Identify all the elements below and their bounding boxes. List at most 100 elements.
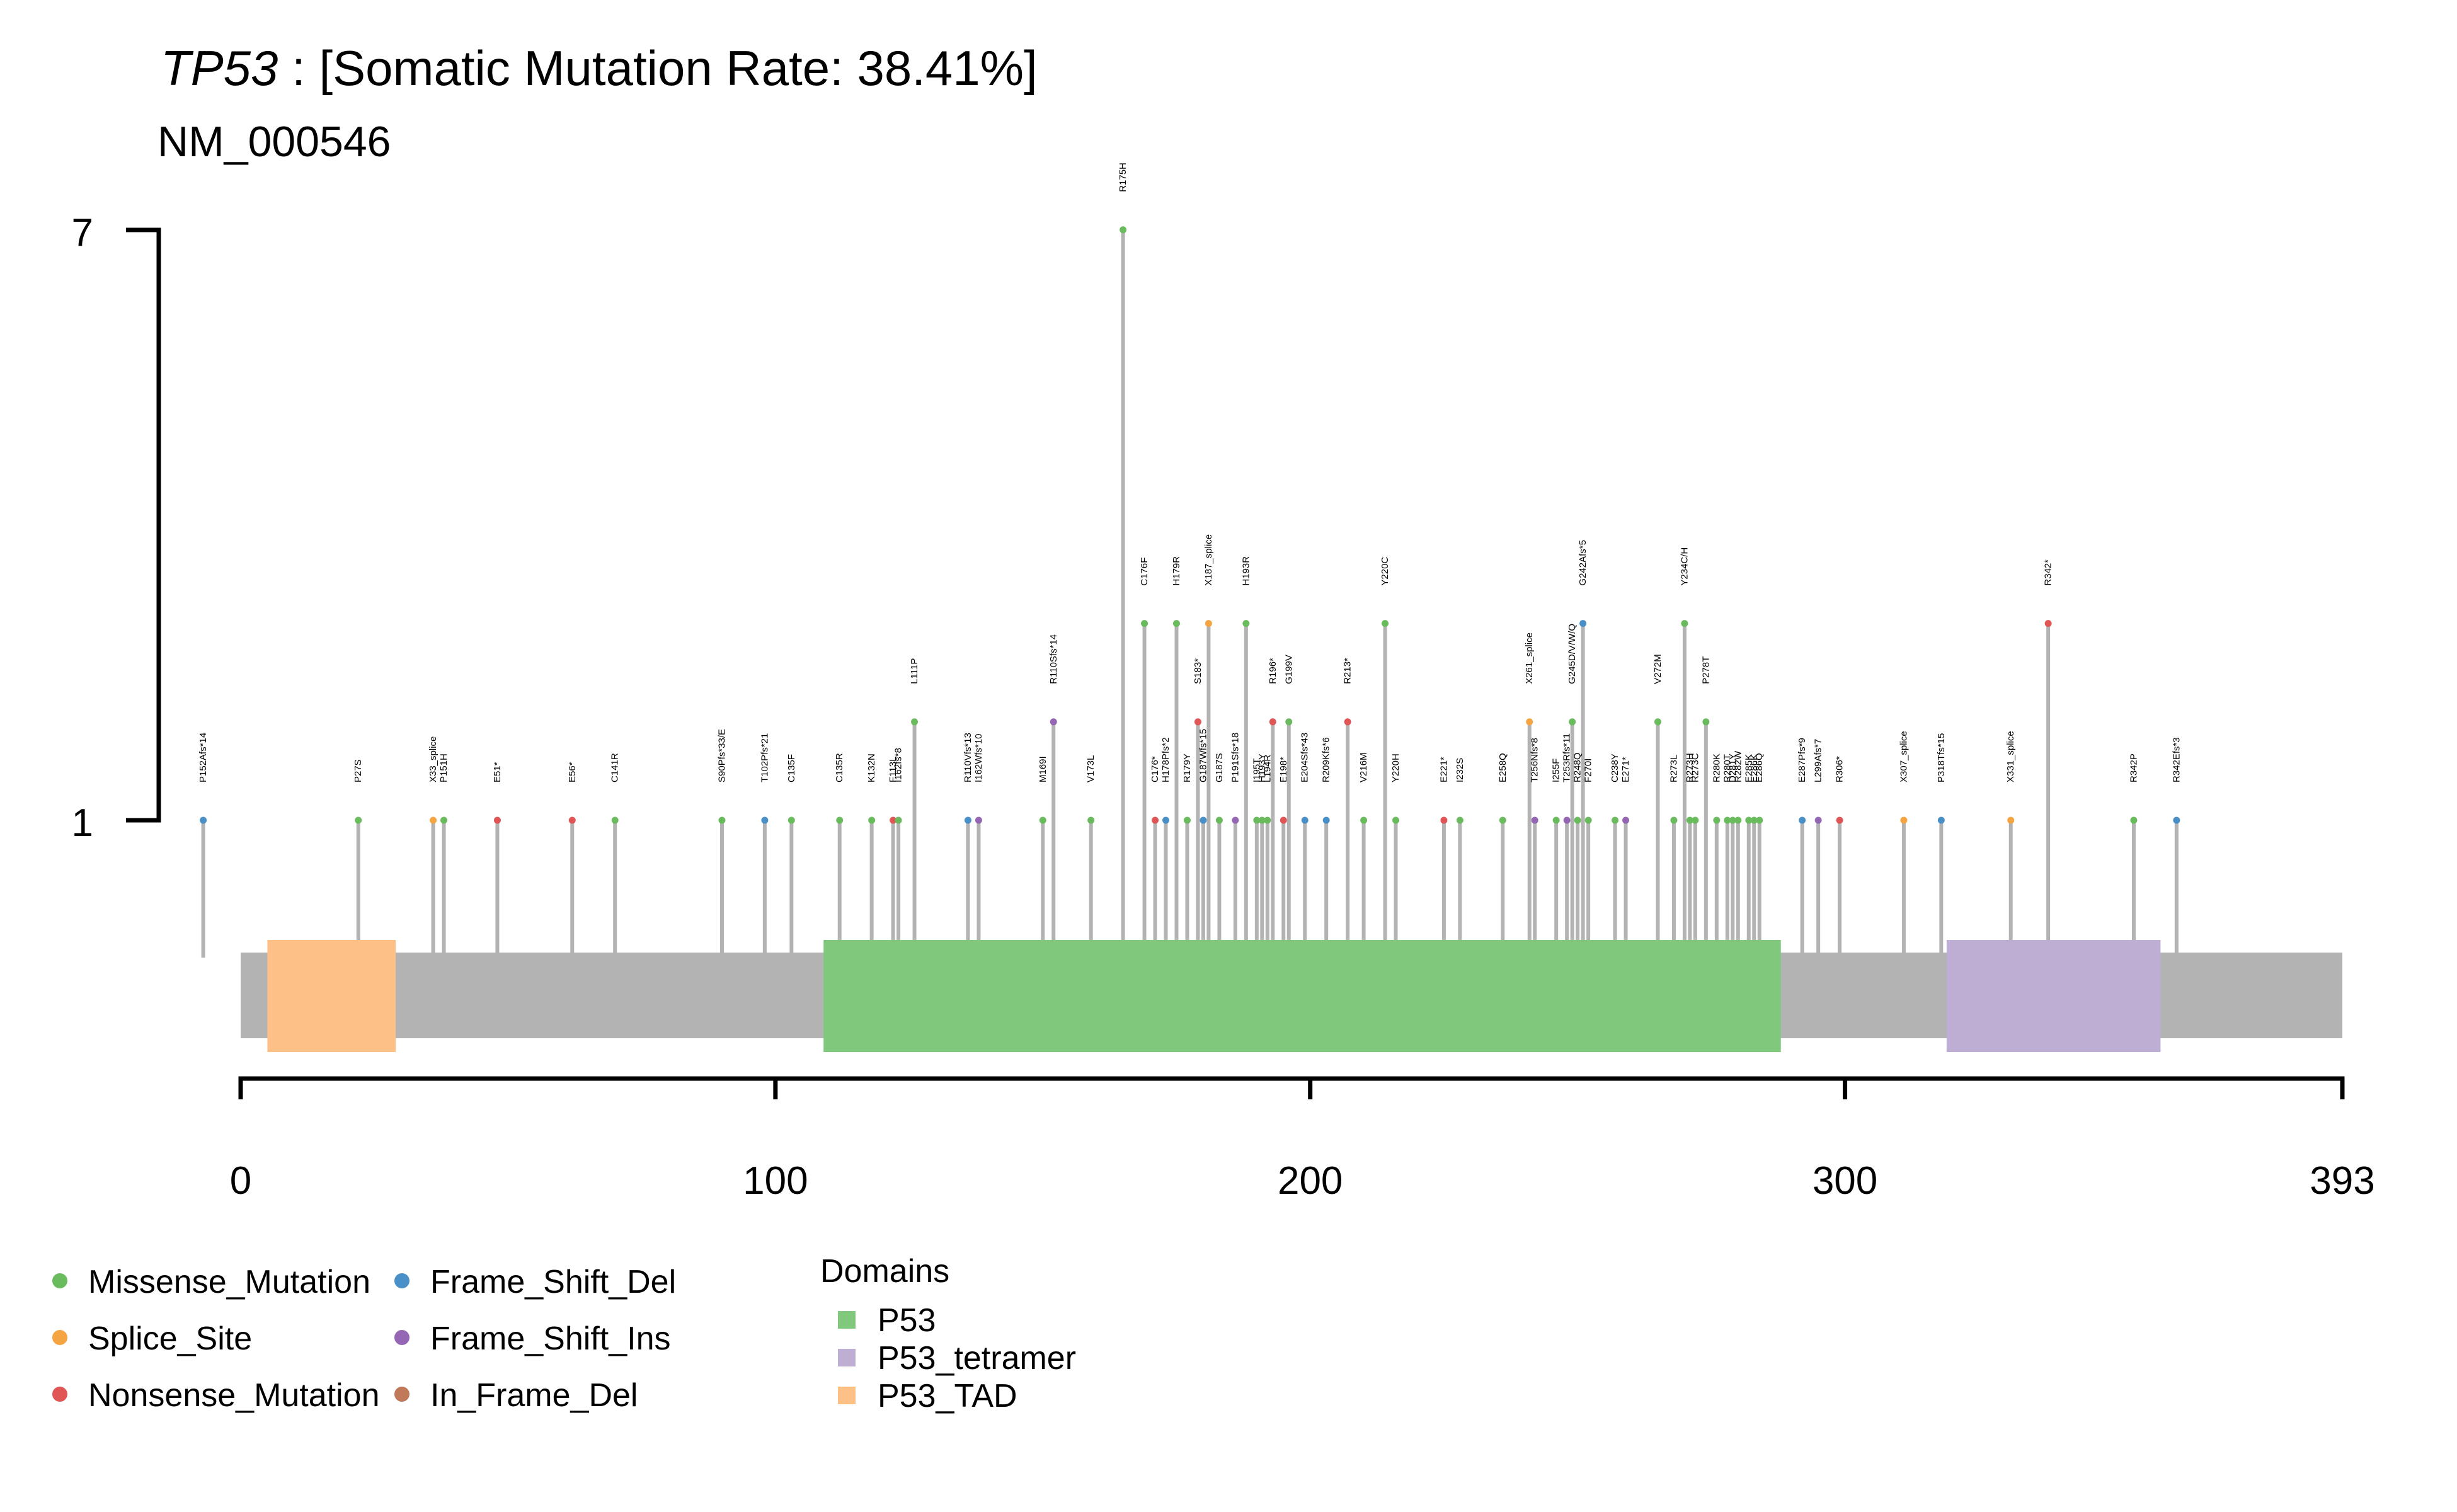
mutation-point	[1836, 816, 1843, 824]
mutation-point	[200, 816, 207, 824]
mutation-point	[1670, 816, 1678, 824]
y-tick-label-bottom: 1	[72, 801, 93, 845]
legend-dot	[394, 1387, 410, 1402]
mutation-point	[611, 816, 619, 824]
mutation-point	[493, 816, 501, 824]
legend-swatch	[838, 1387, 856, 1404]
mutation-label: E198*	[1278, 757, 1289, 782]
mutation-label: I162fs*8	[893, 748, 904, 782]
mutation-point	[1141, 620, 1148, 627]
mutation-point	[1242, 620, 1250, 627]
mutation-label: C238Y	[1610, 753, 1620, 782]
mutation-label: R273H	[1685, 753, 1695, 782]
mutation-label: R273L	[1668, 755, 1679, 782]
mutation-point	[1745, 816, 1753, 824]
mutation-label: R110Vfs*13	[963, 733, 973, 782]
transcript-id: NM_000546	[158, 118, 391, 166]
mutation-label: H178Pfs*2	[1160, 737, 1171, 782]
mutation-label: R273C	[1690, 753, 1700, 782]
mutation-label: T253Rfs*11	[1562, 733, 1572, 782]
mutation-point	[1734, 816, 1742, 824]
legend-label: In_Frame_Del	[430, 1377, 638, 1414]
mutation-point	[1756, 816, 1763, 824]
mutation-point	[1702, 718, 1710, 726]
mutation-label: T102Pfs*21	[759, 733, 770, 782]
legend-domain-p53-tad: P53_TAD	[838, 1378, 1017, 1414]
mutation-point	[1215, 816, 1223, 824]
mutation-point	[1344, 718, 1351, 726]
mutation-point	[1285, 718, 1293, 726]
domain-p53-tetramer	[1946, 940, 2161, 1052]
mutation-point	[2007, 816, 2015, 824]
mutation-label: I195T	[1251, 759, 1262, 782]
mutation-label: R280K	[1711, 753, 1722, 782]
mutation-label: Y234C/H	[1679, 547, 1690, 586]
domain-layer	[267, 940, 2161, 1052]
mutation-label: X331_splice	[2005, 731, 2016, 782]
mutation-point	[1258, 816, 1266, 824]
mutation-point	[430, 816, 437, 824]
mutation-point	[1729, 816, 1736, 824]
legend-label: Splice_Site	[88, 1320, 252, 1357]
mutation-point	[1552, 816, 1560, 824]
mutation-point	[1280, 816, 1287, 824]
mutation-point	[2130, 816, 2138, 824]
domain-p53-tad	[267, 940, 396, 1052]
x-tick-label: 200	[1278, 1159, 1343, 1203]
x-tick-label: 0	[230, 1159, 251, 1203]
mutation-label: P318Tfs*15	[1936, 733, 1947, 782]
domain-p53	[823, 940, 1781, 1052]
mutation-point	[1654, 718, 1661, 726]
mutation-label: M169I	[1038, 756, 1048, 782]
legend-label: Nonsense_Mutation	[88, 1377, 380, 1414]
mutation-point	[1686, 816, 1693, 824]
x-tick-label: 300	[1813, 1159, 1877, 1203]
mutation-point	[761, 816, 769, 824]
mutation-point	[1194, 718, 1201, 726]
mutation-label: G199V	[1283, 655, 1294, 684]
mutation-label: E258Q	[1498, 753, 1508, 782]
mutation-point	[1713, 816, 1721, 824]
legend-dot	[52, 1387, 67, 1402]
mutation-point	[1183, 816, 1191, 824]
mutation-point	[1172, 620, 1180, 627]
mutation-point	[1264, 816, 1271, 824]
mutation-point	[1579, 620, 1587, 627]
mutation-point	[1724, 816, 1731, 824]
mutation-point	[1205, 620, 1212, 627]
mutation-label: G242Afs*5	[1578, 540, 1588, 586]
mutation-point	[975, 816, 982, 824]
mutation-point	[1392, 816, 1400, 824]
legend-dot	[52, 1330, 67, 1345]
mutation-point	[1814, 816, 1822, 824]
legend-item-nonsense-mutation: Nonsense_Mutation	[52, 1377, 380, 1414]
mutation-label: R209Kfs*6	[1321, 737, 1332, 782]
legend-dot	[52, 1273, 67, 1288]
mutation-label: R306*	[1835, 756, 1845, 782]
legend-label: P53_TAD	[878, 1378, 1017, 1414]
mutation-label: X187_splice	[1203, 534, 1214, 586]
mutation-label: E285K	[1743, 754, 1754, 782]
mutation-label: S90Pfs*33/E	[716, 729, 727, 782]
mutation-point	[1087, 816, 1095, 824]
legend-label: Missense_Mutation	[88, 1264, 370, 1300]
legend-domain-p53: P53	[838, 1302, 936, 1339]
mutation-point	[1039, 816, 1046, 824]
mutation-label: L194R	[1262, 755, 1273, 782]
mutation-point	[890, 816, 897, 824]
mutation-label: E51*	[492, 762, 503, 782]
mutation-point	[1569, 718, 1576, 726]
y-tick-label-top: 7	[72, 211, 93, 255]
legend-dot	[394, 1330, 410, 1345]
mutation-label: P278T	[1700, 656, 1711, 684]
mutation-point	[1269, 718, 1276, 726]
mutation-point	[1681, 620, 1688, 627]
mutation-label: G187Wfs*15	[1198, 729, 1208, 782]
mutation-point	[1574, 816, 1581, 824]
mutation-label: S183*	[1193, 658, 1203, 684]
mutation-point	[1531, 816, 1538, 824]
legend-item-in-frame-del: In_Frame_Del	[394, 1377, 638, 1414]
mutation-label: H193R	[1240, 556, 1251, 586]
mutation-label: E56*	[567, 762, 578, 782]
